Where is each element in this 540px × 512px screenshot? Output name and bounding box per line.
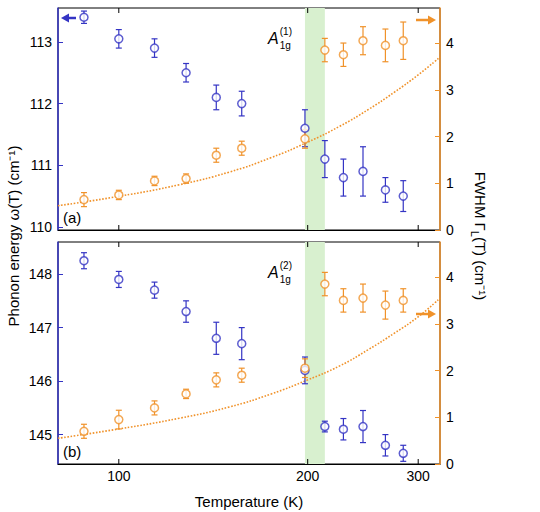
svg-text:146: 146: [29, 373, 53, 389]
svg-text:2: 2: [446, 363, 454, 379]
svg-text:(b): (b): [63, 443, 81, 460]
svg-text:1g: 1g: [280, 274, 291, 285]
svg-text:111: 111: [31, 157, 52, 173]
svg-text:110: 110: [30, 219, 53, 235]
svg-text:Phonon energy ω(T) (cm⁻¹): Phonon energy ω(T) (cm⁻¹): [5, 146, 22, 327]
svg-text:4: 4: [446, 35, 454, 51]
svg-text:113: 113: [30, 34, 53, 50]
svg-text:(a): (a): [63, 209, 81, 226]
svg-text:Temperature (K): Temperature (K): [195, 493, 303, 510]
svg-text:147: 147: [29, 320, 53, 336]
svg-text:3: 3: [446, 316, 454, 332]
svg-text:A: A: [267, 30, 279, 47]
svg-text:2: 2: [446, 129, 454, 145]
svg-text:0: 0: [446, 222, 454, 238]
svg-text:112: 112: [30, 96, 53, 112]
svg-text:(2): (2): [280, 260, 292, 271]
svg-text:0: 0: [446, 456, 454, 472]
svg-text:L: L: [469, 230, 481, 237]
svg-text:3: 3: [446, 82, 454, 98]
svg-text:1: 1: [446, 175, 454, 191]
svg-text:(1): (1): [280, 26, 292, 37]
svg-text:1g: 1g: [280, 40, 291, 51]
svg-text:200: 200: [296, 468, 320, 484]
svg-text:148: 148: [29, 266, 53, 282]
svg-text:300: 300: [407, 468, 431, 484]
svg-text:A: A: [267, 264, 279, 281]
svg-text:(T) (cm⁻¹): (T) (cm⁻¹): [472, 237, 489, 300]
svg-text:145: 145: [29, 427, 53, 443]
svg-text:FWHM Γ: FWHM Γ: [472, 172, 489, 231]
svg-text:1: 1: [446, 409, 454, 425]
svg-text:4: 4: [446, 269, 454, 285]
svg-text:100: 100: [107, 468, 131, 484]
